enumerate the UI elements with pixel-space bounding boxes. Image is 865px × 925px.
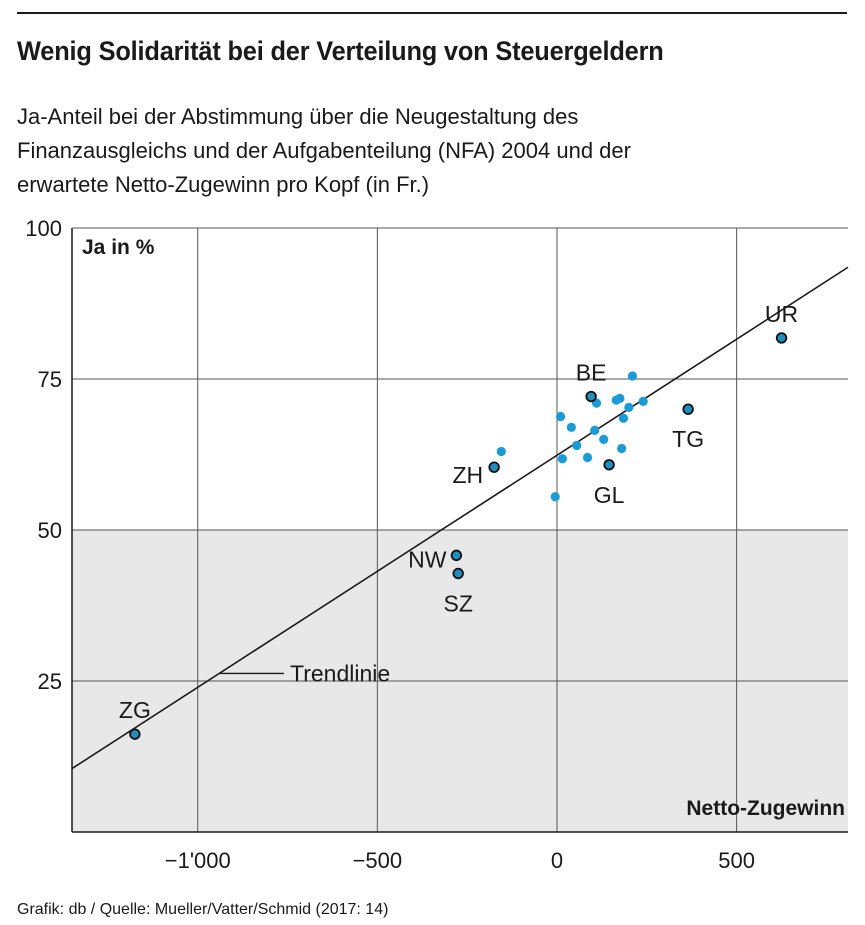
x-tick-label: 0	[551, 848, 563, 873]
data-point	[624, 402, 634, 412]
point-label: SZ	[444, 590, 473, 616]
data-point	[627, 371, 638, 381]
point-label: ZG	[119, 697, 151, 723]
data-point	[566, 422, 576, 432]
data-point-labeled	[585, 390, 597, 403]
x-tick-label: −1'000	[165, 848, 231, 873]
data-point	[618, 413, 629, 423]
data-point	[617, 443, 627, 454]
x-tick-label: −500	[353, 848, 403, 873]
x-axis-label: Netto-Zugewinn	[686, 797, 845, 820]
y-tick-label: 100	[25, 216, 62, 241]
point-label: BE	[576, 360, 607, 386]
top-rule	[17, 12, 847, 14]
data-point-labeled	[775, 332, 788, 344]
point-label: TG	[672, 426, 704, 452]
data-point	[615, 393, 625, 403]
subtitle-line: Finanzausgleichs und der Aufgabenteilung…	[17, 138, 631, 163]
data-point	[572, 440, 582, 451]
data-point-labeled	[450, 549, 463, 562]
point-label: GL	[594, 482, 625, 508]
data-point	[638, 396, 648, 406]
data-point	[582, 452, 593, 463]
trendline	[71, 266, 849, 770]
chart-title: Wenig Solidarität bei der Verteilung von…	[17, 36, 664, 66]
data-point	[550, 492, 560, 502]
data-point-labeled	[488, 461, 500, 473]
y-tick-label: 75	[38, 367, 62, 392]
data-point-labeled	[129, 728, 141, 740]
data-point	[557, 454, 567, 464]
subtitle-line: erwartete Netto-Zugewinn pro Kopf (in Fr…	[17, 172, 430, 197]
data-point	[496, 446, 506, 457]
point-label: ZH	[452, 462, 483, 488]
point-label: NW	[408, 546, 447, 572]
data-point-labeled	[682, 403, 694, 415]
data-point-labeled	[603, 459, 615, 471]
data-point	[599, 434, 609, 444]
point-label: UR	[765, 301, 798, 327]
y-tick-label: 50	[38, 518, 62, 543]
source-note: Grafik: db / Quelle: Mueller/Vatter/Schm…	[17, 901, 389, 918]
trendline-label: Trendlinie	[290, 660, 390, 686]
data-point	[590, 425, 600, 435]
y-axis-label: Ja in %	[82, 236, 155, 259]
y-tick-label: 25	[38, 669, 62, 694]
subtitle-line: Ja-Anteil bei der Abstimmung über die Ne…	[17, 104, 579, 129]
x-tick-label: 500	[718, 848, 755, 873]
data-point	[555, 411, 566, 422]
data-point-labeled	[452, 567, 464, 580]
chart-subtitle: Ja-Anteil bei der Abstimmung über die Ne…	[17, 100, 837, 202]
